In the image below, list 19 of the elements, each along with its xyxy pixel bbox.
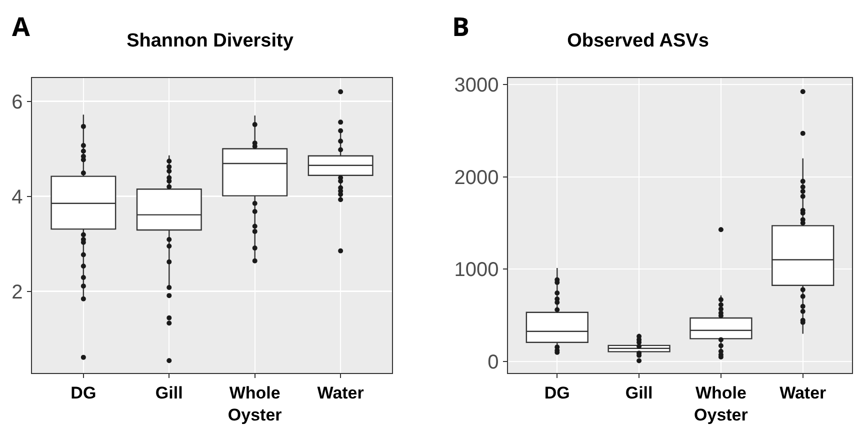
x-tick-label: DG — [70, 384, 96, 403]
x-tick-label: Gill — [155, 384, 183, 403]
x-tick-label: Water — [317, 384, 364, 403]
y-tick-label: 0 — [488, 351, 499, 374]
y-tick-label: 2 — [12, 281, 23, 304]
chart-title: Shannon Diversity — [126, 30, 294, 52]
text: B — [452, 8, 470, 44]
y-tick-label: 3000 — [454, 74, 499, 97]
chart-title: Observed ASVs — [567, 30, 709, 52]
x-tick-label: Water — [780, 384, 827, 403]
x-tick-label: Gill — [625, 384, 653, 403]
y-tick-label: 4 — [12, 186, 23, 208]
x-tick-label: Whole Oyster — [228, 384, 282, 425]
text: A — [12, 8, 30, 44]
y-tick-label: 2000 — [454, 166, 499, 189]
y-tick-label: 6 — [12, 91, 23, 114]
x-tick-label: DG — [544, 384, 570, 403]
y-tick-label: 1000 — [454, 259, 499, 282]
x-tick-label: Whole Oyster — [694, 384, 748, 425]
